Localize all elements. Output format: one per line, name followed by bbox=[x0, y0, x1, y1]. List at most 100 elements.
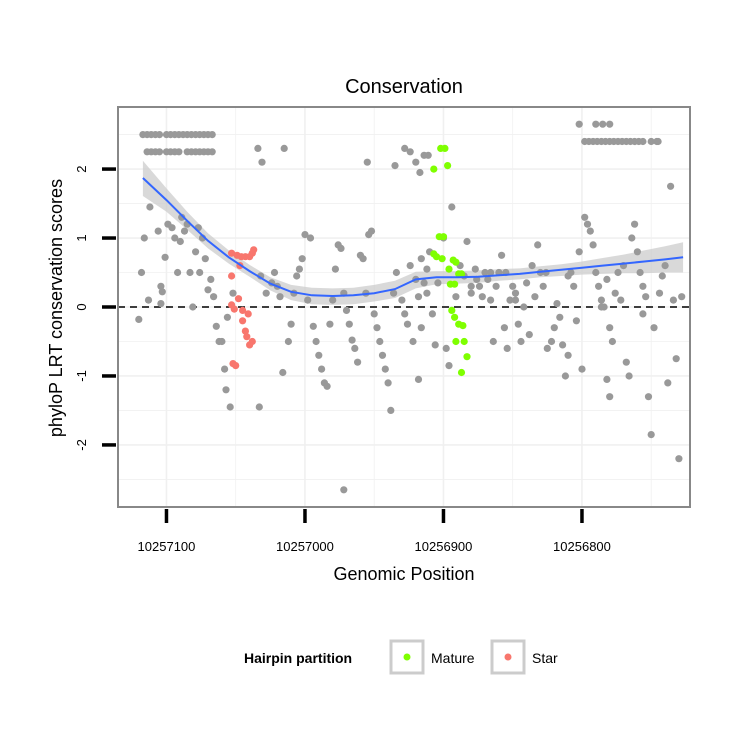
smooth-line-path bbox=[142, 177, 684, 298]
point-other bbox=[226, 403, 234, 411]
point-other bbox=[293, 272, 301, 280]
point-other bbox=[318, 365, 326, 373]
point-other bbox=[204, 286, 212, 294]
point-other bbox=[672, 355, 680, 363]
point-star bbox=[243, 333, 251, 341]
point-other bbox=[140, 234, 148, 242]
point-other bbox=[547, 337, 556, 346]
point-other bbox=[475, 282, 484, 290]
point-other bbox=[331, 265, 339, 273]
point-other bbox=[509, 282, 517, 290]
point-other bbox=[650, 324, 658, 332]
point-other bbox=[606, 324, 614, 332]
x-tick-label: 10256800 bbox=[553, 539, 611, 554]
point-other bbox=[487, 296, 495, 304]
point-other bbox=[218, 337, 226, 346]
point-other bbox=[614, 268, 622, 277]
point-other bbox=[423, 265, 431, 273]
point-mature bbox=[430, 165, 438, 173]
point-other bbox=[431, 341, 439, 349]
point-other bbox=[478, 293, 486, 301]
point-other bbox=[392, 268, 400, 277]
point-other bbox=[306, 234, 315, 242]
point-other bbox=[467, 289, 475, 297]
point-other bbox=[178, 213, 186, 221]
y-tick-label: 0 bbox=[74, 303, 89, 310]
point-other bbox=[561, 372, 570, 380]
point-other bbox=[208, 148, 216, 156]
point-other bbox=[409, 337, 417, 346]
point-other bbox=[401, 144, 409, 152]
point-other bbox=[155, 148, 164, 156]
point-other bbox=[531, 293, 539, 301]
point-other bbox=[384, 379, 392, 387]
point-other bbox=[222, 386, 230, 394]
point-other bbox=[608, 337, 617, 346]
point-other bbox=[154, 227, 162, 235]
point-other bbox=[174, 268, 182, 277]
point-other bbox=[434, 279, 442, 287]
point-other bbox=[628, 234, 636, 242]
y-tick-label: -1 bbox=[74, 370, 89, 382]
point-other bbox=[363, 158, 371, 166]
point-other bbox=[489, 337, 497, 346]
point-other bbox=[137, 268, 146, 277]
point-star bbox=[234, 295, 243, 303]
legend: Hairpin partition Mature Star bbox=[244, 639, 558, 675]
point-other bbox=[423, 289, 431, 297]
point-other bbox=[186, 268, 194, 277]
point-other bbox=[255, 403, 263, 411]
point-other bbox=[144, 296, 153, 304]
point-other bbox=[189, 303, 197, 311]
point-other bbox=[196, 268, 204, 277]
point-other bbox=[262, 289, 270, 297]
point-mature bbox=[432, 253, 441, 261]
point-other bbox=[276, 293, 284, 301]
point-other bbox=[597, 303, 606, 311]
point-other bbox=[381, 365, 389, 373]
point-other bbox=[406, 148, 414, 156]
point-other bbox=[599, 120, 607, 128]
point-other bbox=[367, 227, 376, 235]
point-star bbox=[241, 327, 249, 335]
point-mature bbox=[448, 306, 456, 314]
point-other bbox=[617, 296, 625, 304]
point-other bbox=[556, 313, 564, 321]
point-other bbox=[492, 282, 500, 290]
point-other bbox=[575, 248, 583, 256]
point-other bbox=[675, 455, 683, 463]
x-tick-label: 10256900 bbox=[415, 539, 473, 554]
point-other bbox=[401, 310, 409, 318]
point-other bbox=[354, 358, 362, 366]
point-other bbox=[639, 310, 647, 318]
point-other bbox=[639, 137, 647, 146]
y-tick-label: -2 bbox=[74, 439, 89, 451]
point-other bbox=[467, 282, 475, 290]
point-other bbox=[647, 431, 655, 439]
point-other bbox=[398, 296, 406, 304]
point-other bbox=[484, 275, 492, 283]
point-other bbox=[207, 275, 215, 283]
legend-key-mature bbox=[389, 639, 425, 675]
point-other bbox=[500, 324, 508, 332]
point-other bbox=[359, 255, 367, 263]
point-other bbox=[506, 296, 514, 304]
point-other bbox=[420, 279, 428, 287]
point-other bbox=[387, 406, 395, 414]
point-other bbox=[581, 213, 589, 221]
point-other bbox=[414, 375, 423, 383]
point-other bbox=[448, 203, 456, 211]
point-other bbox=[661, 262, 669, 270]
point-other bbox=[511, 296, 520, 304]
point-other bbox=[161, 253, 169, 261]
point-other bbox=[298, 255, 306, 263]
point-other bbox=[487, 268, 495, 277]
point-other bbox=[463, 237, 471, 246]
point-other bbox=[180, 227, 189, 235]
point-other bbox=[481, 268, 489, 277]
point-mature bbox=[452, 337, 460, 346]
point-other bbox=[639, 282, 647, 290]
point-other bbox=[647, 137, 655, 146]
point-mature bbox=[459, 322, 467, 330]
point-other bbox=[309, 322, 317, 330]
